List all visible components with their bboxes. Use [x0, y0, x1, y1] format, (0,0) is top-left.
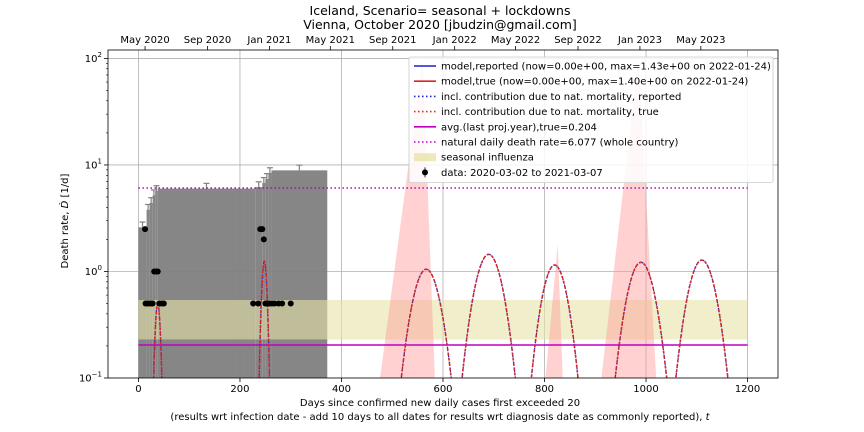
y-tick-base: 10: [79, 374, 92, 385]
wave-true-line: [530, 264, 579, 378]
x-tick-label: 400: [332, 384, 351, 395]
x-tick-label: 800: [535, 384, 554, 395]
top-tick-label: May 2022: [491, 35, 540, 46]
y-tick-exponent: −1: [92, 371, 102, 379]
cumulative-bar: [255, 187, 263, 378]
y-tick-base: 10: [85, 267, 98, 278]
x-axis-sublabel: (results wrt infection date - add 10 day…: [170, 412, 710, 423]
cumulative-bar: [152, 195, 156, 378]
cumulative-bar: [268, 173, 272, 378]
x-tick-label: 0: [135, 384, 141, 395]
data-point: [142, 226, 149, 233]
data-point: [160, 300, 167, 307]
wave-true-line: [461, 253, 517, 378]
top-tick-label: May 2020: [120, 35, 169, 46]
wave-true-line: [400, 268, 453, 378]
legend-label: seasonal influenza: [441, 153, 534, 164]
data-point: [255, 300, 262, 307]
top-tick-label: Sep 2021: [369, 35, 416, 46]
y-tick-label: 100: [85, 264, 102, 278]
top-tick-label: Sep 2020: [184, 35, 231, 46]
data-point: [250, 300, 257, 307]
y-tick-exponent: 1: [98, 157, 102, 165]
y-tick-label: 101: [85, 157, 102, 171]
cumulative-bar: [146, 209, 150, 378]
y-axis-label-var: Ḋ: [58, 200, 71, 208]
top-tick-label: Jan 2021: [246, 35, 291, 46]
data-point: [279, 300, 286, 307]
x-axis-label: Days since confirmed new daily cases fir…: [300, 398, 580, 409]
x-axis-sublabel-var: t: [706, 412, 711, 423]
y-tick-exponent: 2: [98, 51, 102, 59]
cumulative-bar: [262, 182, 266, 378]
x-axis-sublabel-text: (results wrt infection date - add 10 day…: [170, 412, 702, 423]
x-tick-label: 600: [433, 384, 452, 395]
y-tick-base: 10: [85, 54, 98, 65]
x-tick-label: 200: [230, 384, 249, 395]
cumulative-bar: [149, 202, 153, 378]
x-tick-label: 1000: [633, 384, 658, 395]
top-tick-label: Sep 2022: [554, 35, 601, 46]
cumulative-bar: [271, 170, 328, 378]
y-tick-label: 10−1: [79, 371, 102, 385]
legend: model,reported (now=0.00e+00, max=1.43e+…: [408, 56, 774, 183]
data-point: [259, 226, 266, 233]
cumulative-bar: [155, 190, 158, 378]
legend-label: model,reported (now=0.00e+00, max=1.43e+…: [441, 62, 771, 73]
chart-title: Iceland, Scenario= seasonal + lockdowns: [310, 3, 571, 18]
legend-label: incl. contribution due to nat. mortality…: [441, 107, 659, 118]
top-tick-label: Jan 2022: [432, 35, 477, 46]
cumulative-bar: [157, 188, 256, 378]
legend-label: natural daily death rate=6.077 (whole co…: [441, 138, 679, 149]
data-point: [260, 236, 267, 243]
data-point: [154, 268, 161, 275]
y-tick-base: 10: [85, 160, 98, 171]
legend-swatch-marker: [422, 169, 428, 176]
y-tick-exponent: 0: [98, 264, 102, 272]
y-tick-label: 102: [85, 51, 102, 65]
top-tick-label: May 2023: [676, 35, 725, 46]
cumulative-bar: [265, 178, 269, 378]
top-tick-label: Jan 2023: [617, 35, 662, 46]
data-point: [287, 300, 294, 307]
legend-swatch-band: [414, 153, 436, 162]
y-axis-label: Death rate, Ḋ [1/d]: [58, 173, 71, 268]
legend-label: data: 2020-03-02 to 2021-03-07: [441, 168, 603, 179]
data-point: [149, 300, 156, 307]
y-axis-label-text: Death rate,: [60, 212, 71, 269]
legend-label: model,true (now=0.00e+00, max=1.40e+00 o…: [441, 77, 748, 88]
y-axis-label-unit: [1/d]: [60, 173, 71, 197]
top-tick-label: May 2021: [306, 35, 355, 46]
legend-box: [408, 56, 774, 183]
wave-true-line: [675, 259, 729, 378]
x-tick-label: 1200: [735, 384, 760, 395]
wave-true-line: [258, 260, 271, 378]
legend-label: avg.(last proj.year),true=0.204: [441, 122, 597, 133]
chart-subtitle: Vienna, October 2020 [jbudzin@gmail.com]: [303, 17, 577, 32]
legend-label: incl. contribution due to nat. mortality…: [441, 92, 681, 103]
wave-true-line: [614, 261, 668, 378]
